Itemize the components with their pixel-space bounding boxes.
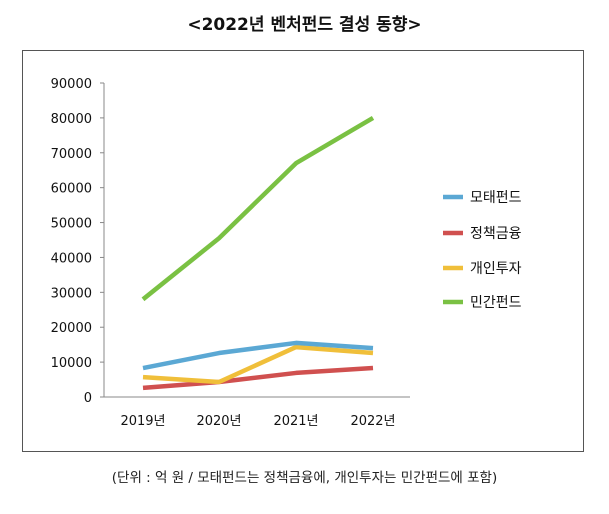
- y-tick-label: 70000: [51, 147, 92, 162]
- series-line-0: [142, 340, 374, 371]
- y-tick-label: 60000: [51, 182, 92, 197]
- chart-note: (단위 : 억 원 / 모태펀드는 정책금융에, 개인투자는 민간펀드에 포함): [111, 470, 498, 486]
- y-tick-label: 20000: [51, 321, 92, 336]
- y-tick-label: 90000: [51, 77, 92, 92]
- legend-label: 개인투자: [470, 261, 522, 277]
- y-tick-label: 50000: [51, 217, 92, 232]
- series-line-1: [142, 365, 374, 391]
- series-line-3: [141, 115, 375, 302]
- x-tick-label: 2019년: [120, 414, 165, 429]
- x-tick-label: 2021년: [273, 414, 318, 429]
- y-tick-label: 0: [84, 391, 92, 406]
- chart-title: <2022년 벤처펀드 결성 동향>: [187, 15, 422, 35]
- chart-frame: [22, 50, 584, 452]
- y-tick-label: 80000: [51, 112, 92, 127]
- x-tick-label: 2020년: [196, 414, 241, 429]
- legend-label: 민간펀드: [470, 295, 522, 311]
- legend-label: 모태펀드: [470, 190, 522, 206]
- y-tick-label: 30000: [51, 286, 92, 301]
- y-tick-label: 40000: [51, 251, 92, 266]
- x-tick-label: 2022년: [350, 414, 395, 429]
- legend-label: 정책금융: [470, 226, 522, 242]
- y-tick-label: 10000: [51, 356, 92, 371]
- series-line-2: [142, 344, 374, 385]
